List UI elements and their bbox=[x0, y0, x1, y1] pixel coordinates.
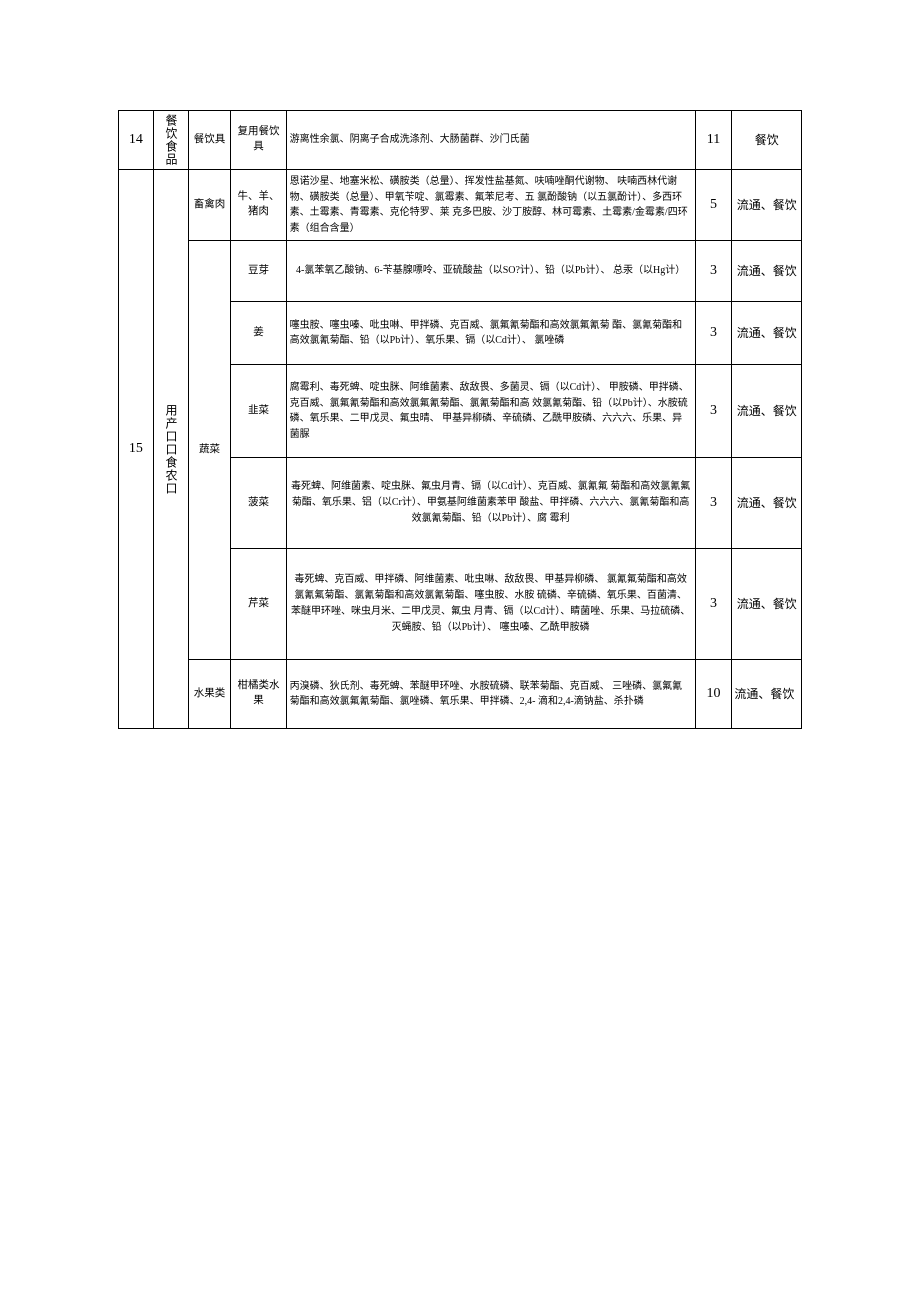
cell-description: 丙溴磷、狄氏剂、毒死蜱、苯醚甲环唑、水胺硫磷、联苯菊酯、克百威、 三唑磷、氯氟氰… bbox=[286, 660, 695, 729]
cell-product: 姜 bbox=[231, 302, 286, 365]
cell-count: 3 bbox=[695, 241, 732, 302]
cell-count: 3 bbox=[695, 302, 732, 365]
page-container: 14 餐饮食品 餐饮具 复用餐饮具 游离性余氯、阴离子合成洗涤剂、大肠菌群、沙门… bbox=[0, 0, 920, 1301]
cell-count: 10 bbox=[695, 660, 732, 729]
cell-category: 餐饮食品 bbox=[153, 111, 188, 170]
cell-count: 11 bbox=[695, 111, 732, 170]
cell-index: 14 bbox=[119, 111, 154, 170]
cell-count: 3 bbox=[695, 458, 732, 549]
cell-description: 恩诺沙星、地塞米松、磺胺类（总量）、挥发性盐基氮、呋喃唑酮代谢物、 呋喃西林代谢… bbox=[286, 170, 695, 241]
cell-description: 毒死蜱、阿维菌素、啶虫脒、氟虫月青、镉（以Cd计）、克百威、氯氰氟 菊酯和高效氯… bbox=[286, 458, 695, 549]
cell-channel: 流通、餐饮 bbox=[732, 660, 802, 729]
cell-subcategory: 畜禽肉 bbox=[188, 170, 231, 241]
cell-product: 柑橘类水果 bbox=[231, 660, 286, 729]
cell-channel: 流通、餐饮 bbox=[732, 549, 802, 660]
cell-subcategory: 水果类 bbox=[188, 660, 231, 729]
cell-channel: 流通、餐饮 bbox=[732, 302, 802, 365]
inspection-table: 14 餐饮食品 餐饮具 复用餐饮具 游离性余氯、阴离子合成洗涤剂、大肠菌群、沙门… bbox=[118, 110, 802, 729]
cell-index: 15 bbox=[119, 170, 154, 729]
cell-category: 用产口口食农口 bbox=[153, 170, 188, 729]
cell-product: 豆芽 bbox=[231, 241, 286, 302]
cell-subcategory: 蔬菜 bbox=[188, 241, 231, 660]
cell-product: 芹菜 bbox=[231, 549, 286, 660]
cell-channel: 流通、餐饮 bbox=[732, 365, 802, 458]
cell-subcategory: 餐饮具 bbox=[188, 111, 231, 170]
cell-count: 3 bbox=[695, 549, 732, 660]
cell-description: 噻虫胺、噻虫嗪、吡虫啉、甲拌磷、克百威、氯氟氰菊酯和高效氯氟氰菊 酯、氯氰菊酯和… bbox=[286, 302, 695, 365]
table-row: 15 用产口口食农口 畜禽肉 牛、羊、猪肉 恩诺沙星、地塞米松、磺胺类（总量）、… bbox=[119, 170, 802, 241]
cell-count: 5 bbox=[695, 170, 732, 241]
cell-channel: 餐饮 bbox=[732, 111, 802, 170]
cell-description: 游离性余氯、阴离子合成洗涤剂、大肠菌群、沙门氏菌 bbox=[286, 111, 695, 170]
cell-product: 菠菜 bbox=[231, 458, 286, 549]
cell-product: 复用餐饮具 bbox=[231, 111, 286, 170]
cell-product: 韭菜 bbox=[231, 365, 286, 458]
table-row: 蔬菜 豆芽 4-氯苯氧乙酸钠、6-苄基腺嘌呤、亚硫酸盐（以SO?计）、铅（以Pb… bbox=[119, 241, 802, 302]
cell-channel: 流通、餐饮 bbox=[732, 458, 802, 549]
cell-channel: 流通、餐饮 bbox=[732, 241, 802, 302]
cell-description: 4-氯苯氧乙酸钠、6-苄基腺嘌呤、亚硫酸盐（以SO?计）、铅（以Pb计）、 总汞… bbox=[286, 241, 695, 302]
cell-channel: 流通、餐饮 bbox=[732, 170, 802, 241]
cell-description: 腐霉利、毒死蜱、啶虫脒、阿维菌素、敌敌畏、多菌灵、镉（以Cd计）、 甲胺磷、甲拌… bbox=[286, 365, 695, 458]
cell-description: 毒死蜱、克百威、甲拌磷、阿维菌素、吡虫啉、敌敌畏、甲基异柳磷、 氯氰氟菊酯和高效… bbox=[286, 549, 695, 660]
cell-product: 牛、羊、猪肉 bbox=[231, 170, 286, 241]
table-row: 14 餐饮食品 餐饮具 复用餐饮具 游离性余氯、阴离子合成洗涤剂、大肠菌群、沙门… bbox=[119, 111, 802, 170]
table-row: 水果类 柑橘类水果 丙溴磷、狄氏剂、毒死蜱、苯醚甲环唑、水胺硫磷、联苯菊酯、克百… bbox=[119, 660, 802, 729]
cell-count: 3 bbox=[695, 365, 732, 458]
